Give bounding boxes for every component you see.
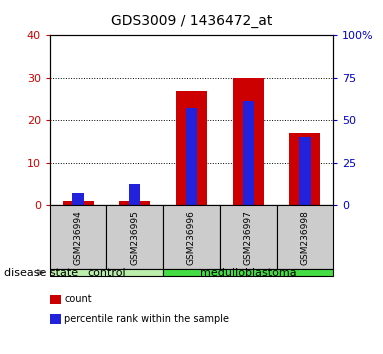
Text: GSM236995: GSM236995 — [130, 210, 139, 265]
Bar — [72, 193, 84, 205]
Text: count: count — [64, 294, 92, 304]
Bar — [62, 201, 94, 205]
Text: disease state: disease state — [4, 268, 78, 278]
Text: control: control — [87, 268, 126, 278]
Text: GSM236994: GSM236994 — [74, 210, 83, 264]
Text: medulloblastoma: medulloblastoma — [200, 268, 296, 278]
Text: GDS3009 / 1436472_at: GDS3009 / 1436472_at — [111, 14, 272, 28]
Bar — [289, 133, 321, 205]
Bar — [299, 137, 311, 205]
Bar — [242, 101, 254, 205]
Bar — [232, 78, 264, 205]
Text: GSM236997: GSM236997 — [244, 210, 253, 265]
Bar — [186, 108, 197, 205]
Bar — [129, 184, 141, 205]
Text: percentile rank within the sample: percentile rank within the sample — [64, 314, 229, 324]
Bar — [176, 91, 207, 205]
Text: GSM236996: GSM236996 — [187, 210, 196, 265]
Bar — [119, 201, 151, 205]
Text: GSM236998: GSM236998 — [300, 210, 309, 265]
